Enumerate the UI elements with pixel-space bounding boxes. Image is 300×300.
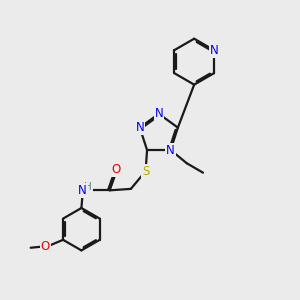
Text: N: N xyxy=(135,121,144,134)
Text: N: N xyxy=(154,107,163,120)
Text: O: O xyxy=(41,240,50,253)
Text: S: S xyxy=(142,165,149,178)
Text: N: N xyxy=(166,143,175,157)
Text: N: N xyxy=(78,184,87,197)
Text: N: N xyxy=(210,44,218,57)
Text: H: H xyxy=(84,182,92,192)
Text: O: O xyxy=(112,163,121,176)
